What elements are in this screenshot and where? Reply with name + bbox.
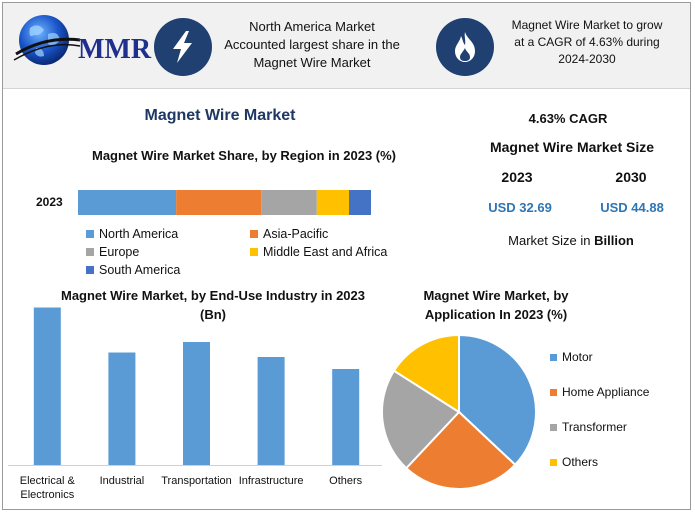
pie-slice-motor (458, 333, 537, 467)
mmr-logo: MMR (12, 12, 151, 72)
header-info-line: Accounted largest share in the (224, 37, 400, 52)
legend-label: Middle East and Africa (263, 245, 388, 259)
industry-chart-title: Magnet Wire Market, by End-Use Industry … (60, 288, 365, 322)
pie-slice-home-appliance (404, 410, 517, 490)
header-info-line: Magnet Wire Market to grow (511, 18, 663, 32)
value-2030: USD 44.88 (600, 200, 664, 215)
market-size-title: Magnet Wire Market Size (489, 139, 655, 155)
header-info-line: 2024-2030 (558, 52, 616, 66)
industry-x-label: Industrial (99, 475, 145, 487)
header-info-north-america: North America Market Accounted largest s… (214, 18, 410, 72)
market-size-note: Market Size in Billion (486, 233, 656, 248)
stack-segment-middle-east-and-africa (316, 190, 350, 215)
header-info-line: Magnet Wire Market (253, 55, 371, 70)
legend-label: Asia-Pacific (263, 227, 329, 241)
logo-text: MMR (78, 34, 152, 65)
legend-label: South America (99, 263, 181, 277)
header-info-cagr: Magnet Wire Market to grow at a CAGR of … (500, 17, 674, 68)
legend-europe: Europe (86, 245, 139, 259)
header-info-line: North America Market (249, 19, 375, 34)
industry-bar (257, 357, 285, 465)
stack-segment-north-america (78, 190, 177, 215)
legend-swatch (550, 388, 557, 396)
cagr-label: 4.63% CAGR (528, 111, 608, 126)
legend-north-america: North America (86, 227, 178, 241)
lightning-icon (154, 18, 212, 76)
pie-slice-transformer (381, 369, 461, 470)
market-size-note-unit: Billion (594, 233, 634, 248)
header-divider (3, 88, 690, 89)
industry-bar (332, 369, 360, 465)
header-banner (3, 3, 690, 88)
pie-slice-others (392, 333, 460, 414)
pie-legend-item: Transformer (550, 420, 627, 434)
value-2023: USD 32.69 (488, 200, 552, 215)
legend-label: Europe (99, 245, 140, 259)
stack-segment-south-america (349, 190, 371, 215)
legend-middle-east-africa: Middle East and Africa (250, 245, 387, 259)
legend-south-america: South America (86, 263, 180, 277)
flame-icon (436, 18, 494, 76)
legend-label: Home Appliance (562, 385, 650, 399)
year-2023-label: 2023 (501, 169, 533, 185)
region-chart-category-label: 2023 (36, 195, 63, 209)
region-chart-title: Magnet Wire Market Share, by Region in 2… (91, 148, 396, 163)
legend-swatch (250, 248, 258, 256)
legend-label: Motor (562, 350, 593, 364)
industry-bar (108, 352, 136, 465)
industry-bar (183, 342, 210, 465)
legend-label: Transformer (562, 420, 627, 434)
stack-segment-europe (261, 190, 317, 215)
legend-swatch (550, 423, 557, 431)
pie-legend-item: Home Appliance (550, 385, 649, 399)
infographic-frame (2, 2, 691, 510)
pie-legend-item: Others (550, 455, 598, 469)
header-info-line: at a CAGR of 4.63% during (514, 35, 660, 49)
globe-icon (13, 15, 81, 65)
industry-x-label: Infrastructure (238, 475, 304, 487)
legend-asia-pacific: Asia-Pacific (250, 227, 328, 241)
legend-swatch (86, 266, 94, 274)
pie-legend-item: Motor (550, 350, 593, 364)
industry-x-label: Electrical & Electronics (19, 475, 75, 501)
industry-x-label: Transportation (161, 475, 232, 487)
stack-segment-asia-pacific (176, 190, 262, 215)
legend-label: Others (562, 455, 599, 469)
legend-swatch (250, 230, 258, 238)
market-size-note-prefix: Market Size in (508, 233, 595, 248)
industry-x-label: Others (329, 475, 363, 487)
legend-swatch (550, 458, 557, 466)
year-2030-label: 2030 (615, 169, 647, 185)
industry-bar (33, 307, 61, 465)
legend-swatch (86, 248, 94, 256)
legend-swatch (550, 353, 557, 361)
main-title: Magnet Wire Market (144, 107, 296, 124)
application-chart-title: Magnet Wire Market, by Application In 20… (423, 288, 569, 322)
legend-swatch (86, 230, 94, 238)
legend-label: North America (99, 227, 179, 241)
